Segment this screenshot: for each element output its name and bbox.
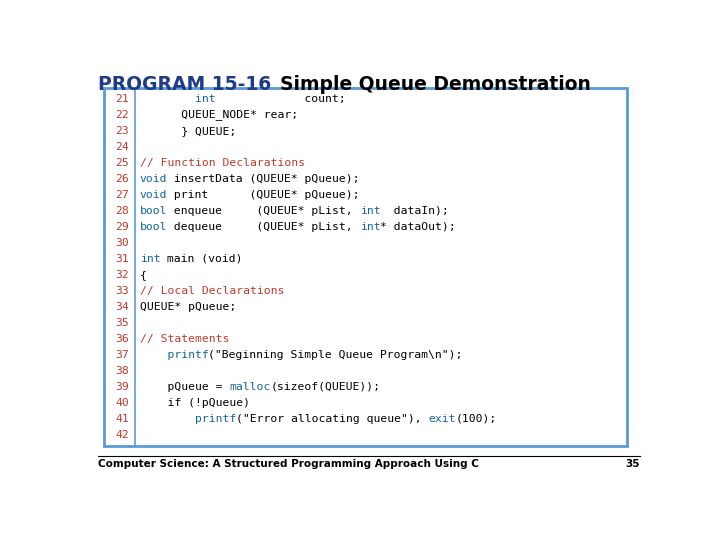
Text: 22: 22: [115, 110, 129, 120]
Text: 41: 41: [115, 414, 129, 424]
Text: 36: 36: [115, 334, 129, 344]
Text: 23: 23: [115, 126, 129, 136]
Text: printf: printf: [140, 414, 236, 424]
Text: 30: 30: [115, 238, 129, 248]
Text: (sizeof(QUEUE));: (sizeof(QUEUE));: [270, 382, 380, 392]
Text: QUEUE_NODE* rear;: QUEUE_NODE* rear;: [140, 110, 298, 120]
Text: Simple Queue Demonstration: Simple Queue Demonstration: [280, 75, 591, 94]
Text: void: void: [140, 190, 167, 200]
Text: * dataOut);: * dataOut);: [380, 222, 456, 232]
Text: 38: 38: [115, 366, 129, 376]
Text: dequeue     (QUEUE* pList,: dequeue (QUEUE* pList,: [167, 222, 359, 232]
Text: // Statements: // Statements: [140, 334, 229, 344]
Text: 31: 31: [115, 254, 129, 264]
Text: 39: 39: [115, 382, 129, 392]
Text: 27: 27: [115, 190, 129, 200]
Text: bool: bool: [140, 222, 167, 232]
Text: int: int: [140, 254, 161, 264]
Text: main (void): main (void): [161, 254, 243, 264]
Text: ("Beginning Simple Queue Program\n");: ("Beginning Simple Queue Program\n");: [208, 350, 463, 360]
Text: malloc: malloc: [229, 382, 270, 392]
Text: QUEUE* pQueue;: QUEUE* pQueue;: [140, 302, 236, 312]
Text: 35: 35: [626, 459, 640, 469]
Text: {: {: [140, 270, 146, 280]
Text: 24: 24: [115, 142, 129, 152]
Text: 28: 28: [115, 206, 129, 216]
Text: bool: bool: [140, 206, 167, 216]
Text: 21: 21: [115, 94, 129, 104]
Text: count;: count;: [215, 94, 346, 104]
Text: if (!pQueue): if (!pQueue): [140, 398, 250, 408]
Text: int: int: [359, 222, 380, 232]
Text: print      (QUEUE* pQueue);: print (QUEUE* pQueue);: [167, 190, 359, 200]
Text: printf: printf: [140, 350, 208, 360]
Text: // Local Declarations: // Local Declarations: [140, 286, 284, 296]
Text: dataIn);: dataIn);: [380, 206, 449, 216]
Text: pQueue =: pQueue =: [140, 382, 229, 392]
Text: } QUEUE;: } QUEUE;: [140, 126, 236, 136]
Text: 40: 40: [115, 398, 129, 408]
Text: Computer Science: A Structured Programming Approach Using C: Computer Science: A Structured Programmi…: [98, 459, 479, 469]
Text: 42: 42: [115, 430, 129, 440]
Text: int: int: [140, 94, 215, 104]
Text: PROGRAM 15-16: PROGRAM 15-16: [98, 75, 271, 94]
Text: int: int: [359, 206, 380, 216]
Text: enqueue     (QUEUE* pList,: enqueue (QUEUE* pList,: [167, 206, 359, 216]
Text: // Function Declarations: // Function Declarations: [140, 158, 305, 168]
Text: void: void: [140, 174, 167, 184]
Text: 37: 37: [115, 350, 129, 360]
Text: 34: 34: [115, 302, 129, 312]
Text: 29: 29: [115, 222, 129, 232]
Text: (100);: (100);: [456, 414, 497, 424]
Text: exit: exit: [428, 414, 456, 424]
Text: 32: 32: [115, 270, 129, 280]
Text: 33: 33: [115, 286, 129, 296]
Text: insertData (QUEUE* pQueue);: insertData (QUEUE* pQueue);: [167, 174, 359, 184]
Text: ("Error allocating queue"),: ("Error allocating queue"),: [236, 414, 428, 424]
Text: 26: 26: [115, 174, 129, 184]
Text: 35: 35: [115, 318, 129, 328]
Text: 25: 25: [115, 158, 129, 168]
